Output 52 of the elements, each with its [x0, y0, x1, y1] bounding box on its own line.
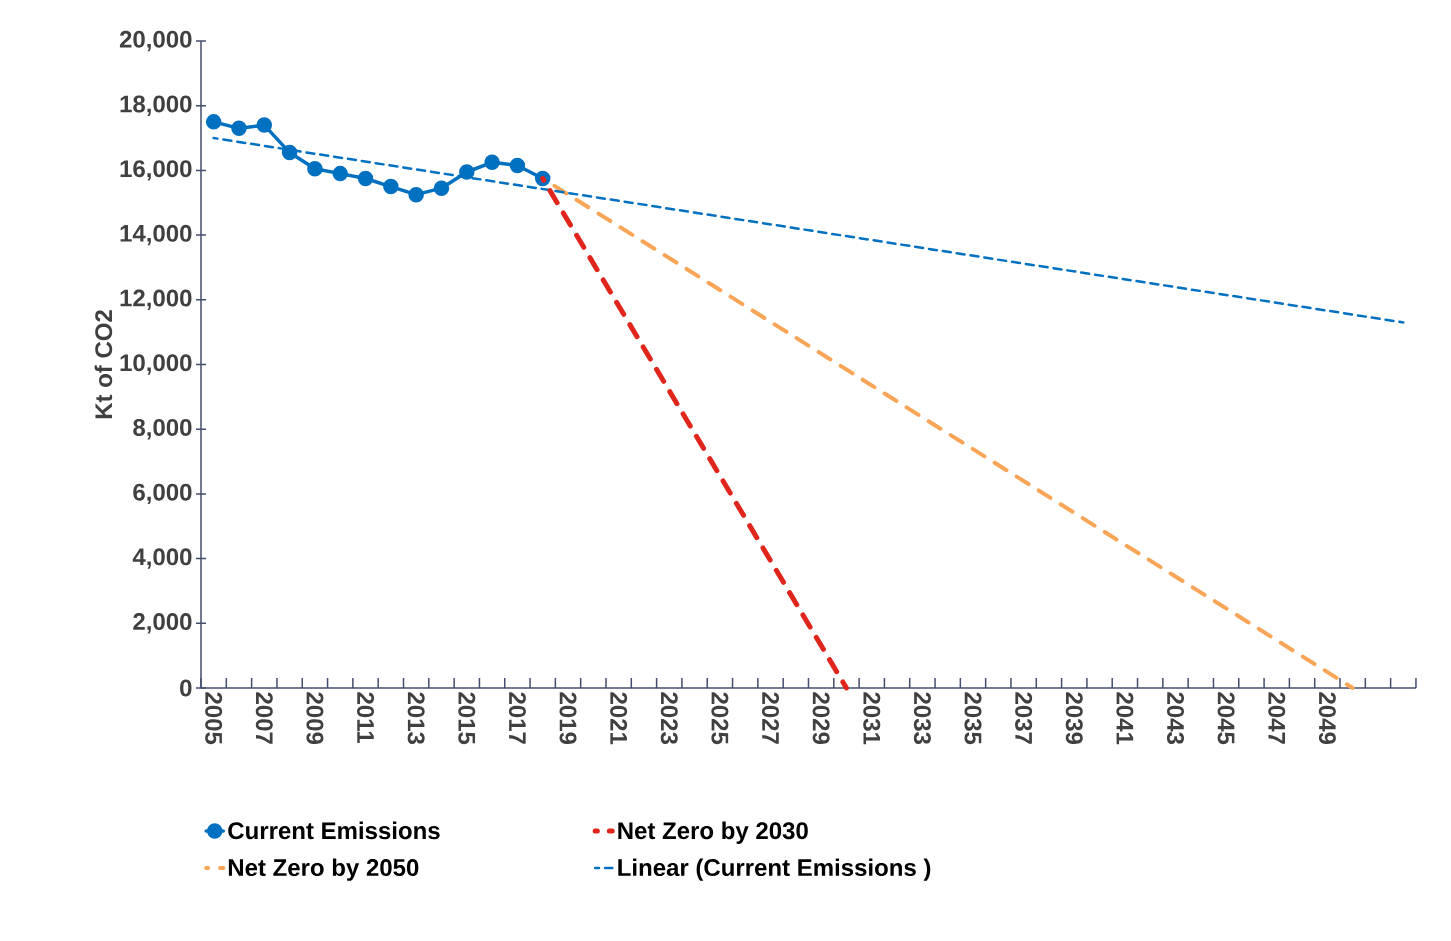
x-tick-label: 2017 — [508, 692, 526, 744]
x-tick-label: 2023 — [660, 692, 678, 745]
y-tick-label: 18,000 — [120, 95, 192, 116]
x-tick-label: 2019 — [559, 692, 577, 744]
x-tick-label: 2033 — [913, 692, 931, 745]
point — [256, 117, 273, 133]
x-tick-label: 2009 — [306, 692, 324, 744]
x-tick-label: 2025 — [711, 692, 729, 745]
point — [307, 161, 323, 177]
point — [509, 157, 526, 174]
x-tick-label: 2011 — [357, 692, 375, 743]
point — [281, 144, 298, 161]
x-tick-label: 2035 — [964, 692, 982, 745]
x-tick-label: 2021 — [610, 692, 628, 745]
x-tick-label: 2037 — [1015, 692, 1033, 744]
x-tick-label: 2031 — [863, 692, 881, 745]
y-tick-label: 8,000 — [133, 418, 192, 440]
y-tick-label: 14,000 — [120, 224, 192, 246]
point — [205, 114, 222, 130]
point — [383, 178, 399, 195]
x-tick-label: 2013 — [407, 692, 425, 745]
point — [332, 165, 348, 182]
y-tick-label: 6,000 — [133, 483, 192, 505]
y-tick-label: 16,000 — [120, 160, 192, 181]
legend-label: Current Emissions — [228, 821, 440, 840]
x-tick-label: 2043 — [1166, 692, 1184, 745]
y-tick-label: 20,000 — [119, 30, 192, 52]
x-tick-label: 2047 — [1268, 692, 1286, 744]
y-tick-label: 12,000 — [120, 289, 192, 311]
x-tick-label: 2029 — [812, 692, 830, 744]
point — [357, 170, 374, 187]
point — [459, 164, 475, 180]
x-tick-label: 2005 — [205, 692, 223, 745]
x-tick-label: 2041 — [1116, 692, 1134, 745]
legend-label: Net Zero by 2030 — [618, 821, 808, 844]
y-axis-title: Kt of CO2 — [94, 310, 113, 419]
legend-label: Net Zero by 2050 — [228, 858, 419, 881]
point — [231, 120, 247, 137]
point — [408, 186, 424, 203]
y-tick-label: 0 — [180, 679, 192, 697]
point — [484, 154, 500, 171]
x-tick-label: 2049 — [1318, 692, 1336, 744]
point — [433, 180, 450, 196]
y-tick-label: 2,000 — [133, 613, 192, 634]
x-tick-label: 2007 — [255, 692, 273, 744]
x-tick-label: 2039 — [1065, 692, 1083, 744]
y-tick-label: 4,000 — [132, 548, 192, 569]
x-tick-label: 2045 — [1217, 692, 1235, 745]
legend-label: Linear (Current Emissions ) — [618, 858, 931, 881]
x-tick-label: 2015 — [458, 692, 476, 745]
y-tick-label: 10,000 — [120, 354, 192, 375]
x-tick-label: 2027 — [762, 692, 779, 744]
